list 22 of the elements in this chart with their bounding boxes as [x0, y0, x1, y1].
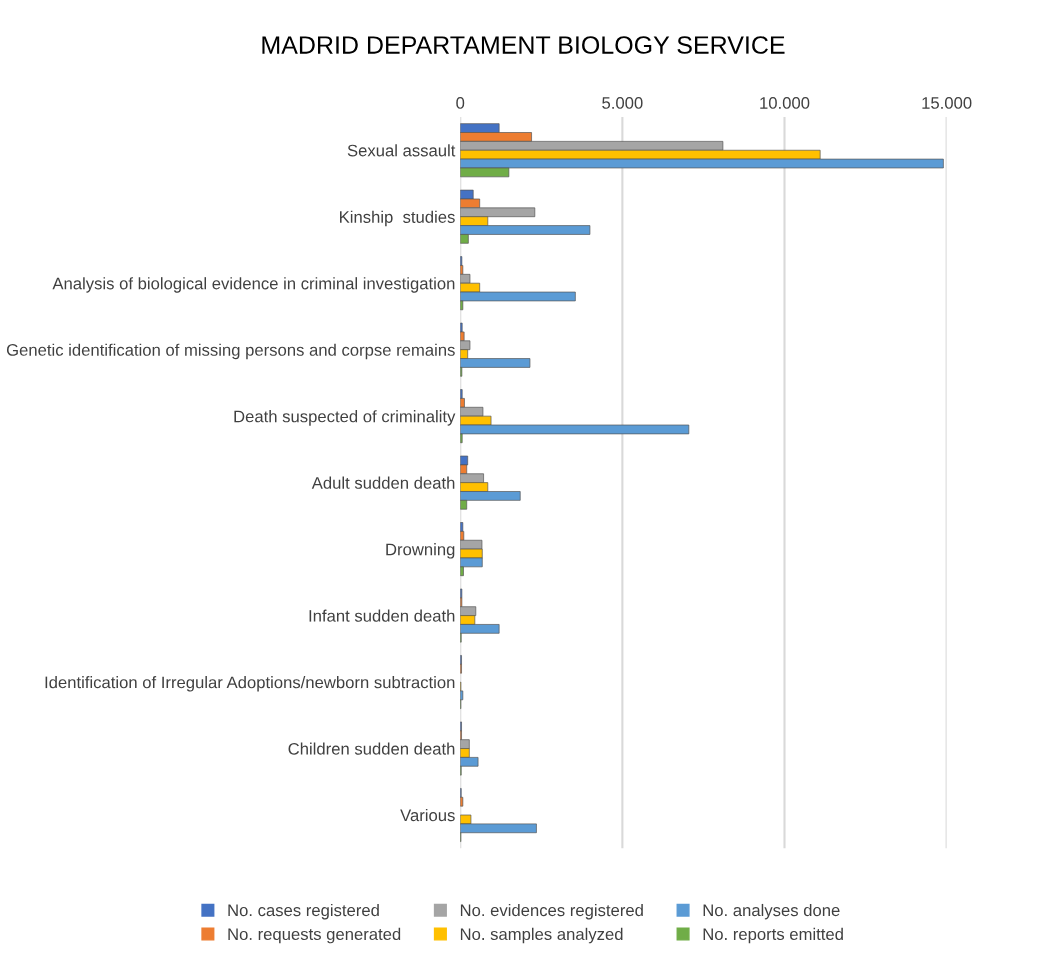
legend-label: No. requests generated: [228, 927, 401, 944]
y-tick-label: Death suspected of criminality: [234, 410, 456, 426]
y-tick-label: Identification of Irregular Adoptions/newborn subtraction: [45, 676, 455, 692]
y-tick-label: Analysis of biological evidence in criminal investigation: [52, 277, 455, 293]
y-tick-label: Kinship studies: [340, 210, 455, 227]
y-tick-label: Genetic identification of missing persons and corpse remains: [6, 343, 455, 360]
y-tick-label: Drowning: [386, 543, 455, 559]
legend-label: No. evidences registered: [460, 903, 643, 920]
chart-title: MADRID DEPARTAMENT BIOLOGY SERVICE: [262, 36, 785, 54]
y-tick-label: Various: [400, 808, 455, 822]
legend-label: No. analyses done: [703, 903, 840, 920]
x-tick-label: 0: [456, 97, 465, 109]
legend-label: No. reports emitted: [703, 927, 843, 944]
y-tick-label: Infant sudden death: [309, 609, 455, 622]
x-tick-label: 5.000: [602, 97, 643, 109]
y-tick-label: Sexual assault: [347, 144, 456, 157]
y-tick-label: Children sudden death: [288, 742, 455, 755]
x-tick-label: 10.000: [760, 97, 810, 109]
legend-label: No. cases registered: [228, 903, 379, 920]
y-tick-label: Adult sudden death: [311, 476, 455, 489]
legend-label: No. samples analyzed: [460, 927, 623, 944]
x-tick-label: 15.000: [922, 97, 972, 109]
